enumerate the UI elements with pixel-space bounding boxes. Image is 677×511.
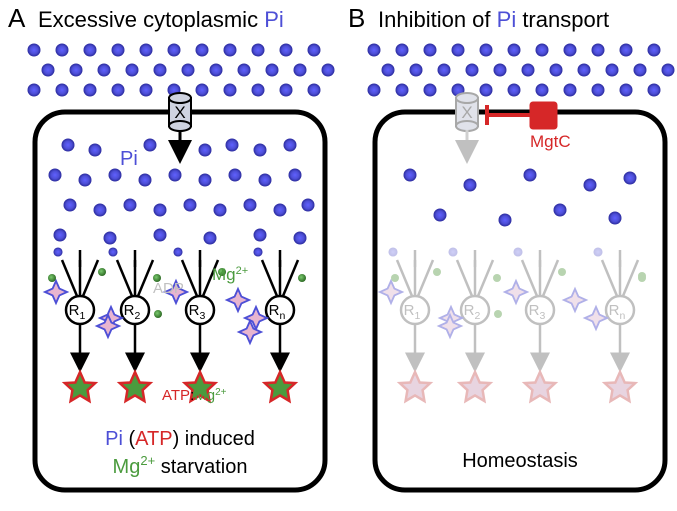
panel-b-label: B (348, 3, 365, 33)
mg-label-a: Mg2+ (212, 265, 248, 284)
panel-b-caption: Homeostasis (462, 450, 578, 472)
panel-b-title: Inhibition of Pi transport (378, 7, 609, 32)
panel-a: A Excessive cytoplasmic Pi X Pi R1R2R3Rn… (8, 3, 335, 490)
transporter-a: X (169, 93, 191, 131)
panel-a-label: A (8, 3, 26, 33)
panel-a-title: Excessive cytoplasmic Pi (38, 7, 284, 32)
atp-mg-label: ATP:Mg2+ (162, 387, 227, 404)
mgtc-label: MgtC (530, 132, 571, 151)
transporter-a-label: X (174, 103, 185, 122)
intracellular-pi-b (404, 169, 637, 227)
adp-label: ADP (153, 280, 184, 297)
pi-label-a: Pi (120, 148, 138, 170)
extracellular-pi-b (368, 44, 675, 97)
panel-a-caption1: Pi (ATP) induced (105, 428, 255, 450)
mgtc: MgtC (487, 102, 571, 151)
transporter-b-label: X (461, 103, 472, 122)
panel-a-caption2: Mg2+ starvation (113, 453, 248, 478)
transporter-b: X (456, 93, 478, 131)
reactions-b: R1R2R3Rn (380, 247, 646, 401)
extracellular-pi-a (28, 44, 335, 97)
reactions-a: R1R2R3Rn (45, 247, 306, 401)
panel-b: B Inhibition of Pi transport X MgtC R1R2… (348, 3, 675, 490)
